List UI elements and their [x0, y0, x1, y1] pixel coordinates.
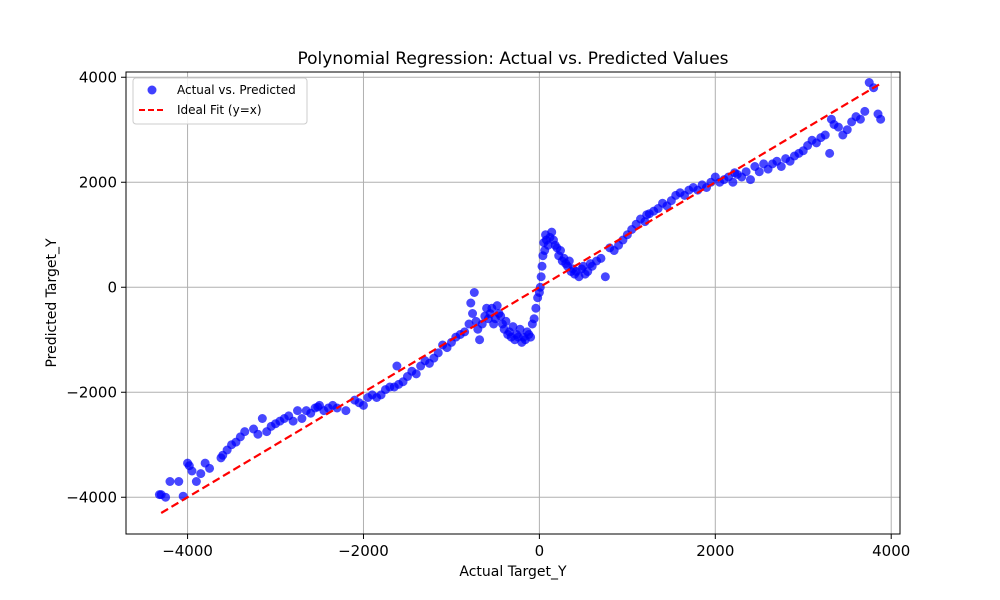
ideal-fit-line [160, 81, 883, 514]
data-point [515, 324, 525, 334]
data-point [433, 348, 443, 358]
data-point [642, 210, 652, 220]
data-point [501, 316, 511, 326]
data-point [508, 322, 518, 332]
data-point [730, 168, 740, 178]
x-tick-label: −4000 [162, 542, 213, 560]
data-point [833, 122, 843, 132]
data-point [475, 335, 485, 345]
grid [126, 72, 900, 534]
y-tick-label: 4000 [79, 68, 117, 86]
data-point [477, 319, 487, 329]
data-point [776, 162, 786, 171]
data-point [537, 261, 547, 271]
data-point [240, 427, 250, 437]
data-point [555, 246, 565, 255]
data-point [754, 167, 764, 177]
data-point [154, 490, 164, 500]
y-tick-label: 0 [107, 278, 117, 296]
y-tick-label: −2000 [66, 383, 117, 401]
data-point [253, 429, 263, 439]
data-point [745, 175, 755, 185]
data-point [468, 309, 478, 318]
x-tick-label: 0 [535, 542, 545, 560]
x-axis-label: Actual Target_Y [459, 564, 567, 580]
x-tick-label: 4000 [872, 542, 910, 560]
data-point [464, 319, 474, 329]
data-point [216, 453, 226, 463]
data-point [741, 167, 751, 177]
data-point [191, 477, 201, 486]
data-point [288, 416, 298, 426]
data-point [297, 414, 307, 423]
data-point [466, 298, 476, 308]
data-point [411, 369, 421, 379]
data-point [174, 477, 184, 486]
data-point [855, 114, 865, 124]
legend-label-ideal-fit: Ideal Fit (y=x) [177, 103, 262, 117]
y-axis-label: Predicted Target_Y [44, 238, 60, 367]
data-point [547, 227, 557, 237]
data-point [196, 469, 206, 479]
data-point [205, 463, 215, 473]
data-point [358, 400, 368, 410]
data-point [564, 256, 574, 266]
data-point [257, 414, 267, 423]
y-tick-label: 2000 [79, 173, 117, 191]
data-point [600, 272, 610, 282]
plot-data [154, 78, 886, 514]
data-point [728, 177, 738, 187]
x-tick-label: −2000 [338, 542, 389, 560]
chart-title: Polynomial Regression: Actual vs. Predic… [297, 49, 728, 69]
data-point [820, 130, 830, 140]
legend-label-scatter: Actual vs. Predicted [177, 83, 296, 97]
plot-frame [125, 71, 901, 535]
data-point [293, 406, 303, 416]
data-point [392, 361, 402, 371]
data-point [165, 477, 175, 486]
data-point [531, 303, 541, 313]
y-tick-label: −4000 [66, 488, 117, 506]
data-point [842, 125, 852, 135]
data-point [526, 332, 536, 342]
data-point [492, 301, 502, 311]
legend: Actual vs. Predicted Ideal Fit (y=x) [132, 77, 308, 125]
data-point [596, 253, 606, 263]
ticks: −4000 −2000 0 2000 4000 −4000 −2000 0 2000 4000 [66, 68, 910, 560]
x-tick-label: 2000 [696, 542, 734, 560]
data-point [536, 272, 546, 282]
data-point [469, 288, 479, 297]
data-point [825, 148, 835, 158]
data-point [826, 114, 836, 124]
data-point [529, 314, 539, 324]
data-point [341, 406, 351, 416]
legend-scatter-marker [147, 85, 157, 95]
data-point [876, 114, 886, 124]
data-point [313, 402, 323, 412]
data-point [860, 106, 870, 116]
legend-box [132, 77, 308, 125]
data-point [187, 466, 197, 476]
